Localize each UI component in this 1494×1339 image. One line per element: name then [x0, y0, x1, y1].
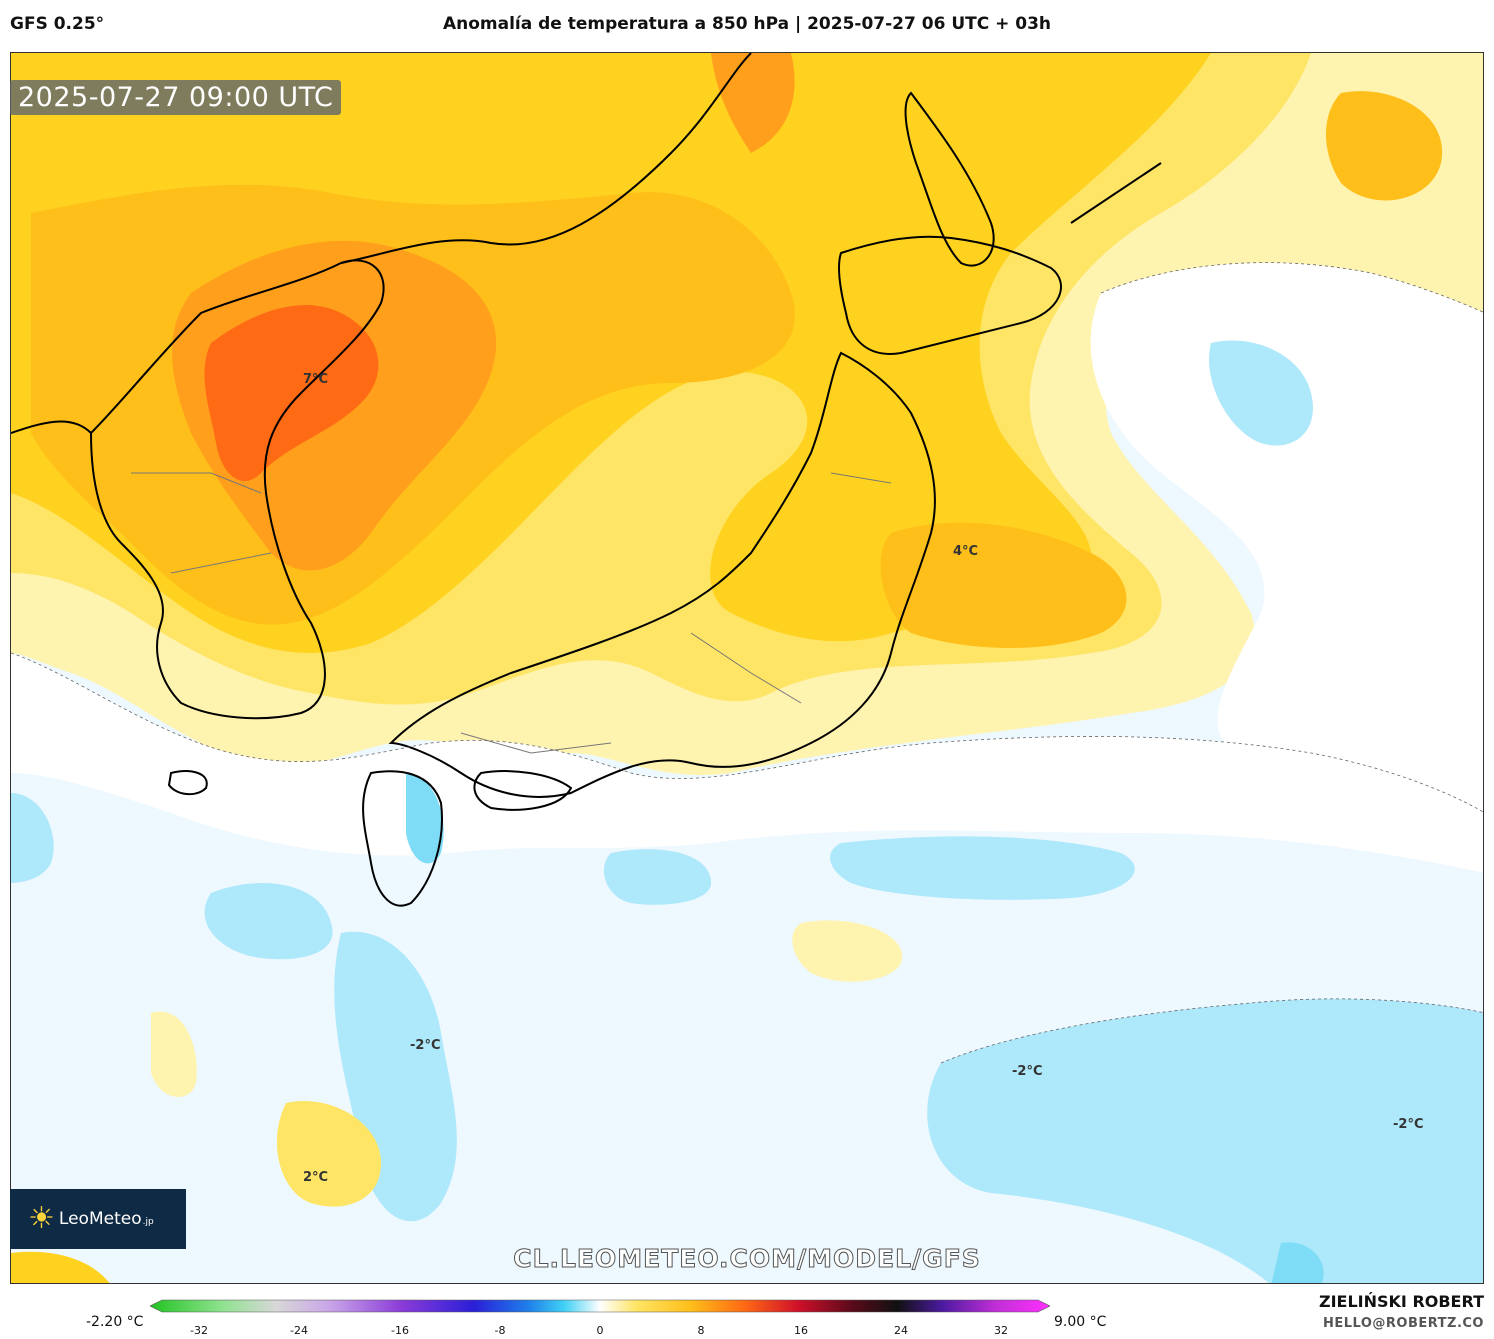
sun-icon: ☀ [28, 1201, 55, 1236]
cool-patch-deep [1271, 1242, 1324, 1283]
cool-patch-northeast [1209, 340, 1313, 446]
border-line [690, 632, 802, 704]
colorbar-tick: -8 [494, 1324, 506, 1337]
border-line [830, 472, 892, 484]
contour-zero [11, 652, 1483, 813]
cool-patch-kyushu [406, 773, 444, 864]
kyushu-coast [362, 770, 443, 907]
sakhalin-coast [904, 91, 995, 267]
cool-patch-central [830, 836, 1135, 900]
contour-label: -2°C [1393, 1117, 1424, 1132]
warm-orange-patch-pacific [880, 522, 1127, 648]
logo-suffix: .jp [142, 1217, 154, 1227]
cool-patch-mid [603, 849, 711, 905]
border-line [131, 472, 262, 494]
leometeo-logo[interactable]: ☀ LeoMeteo .jp [10, 1189, 186, 1249]
kuril-coast [1070, 162, 1162, 224]
map-title: Anomalía de temperatura a 850 hPa | 2025… [442, 14, 1052, 34]
coastlines [11, 53, 1162, 907]
warm-patch-pacific-south [792, 920, 903, 982]
colorbar-tick: -24 [290, 1324, 308, 1337]
colorbar-max-label: 9.00 °C [1054, 1314, 1107, 1330]
warm-red-zone [204, 304, 379, 482]
colorbar [150, 1299, 1050, 1313]
colorbar-tick: 0 [596, 1324, 604, 1337]
colorbar-tick: 16 [794, 1324, 808, 1337]
neutral-zone-east [1090, 262, 1483, 813]
cool-patch-southeast [927, 998, 1483, 1283]
colorbar-tick: 24 [894, 1324, 908, 1337]
hokkaido-coast [837, 235, 1062, 355]
logo-text: LeoMeteo [58, 1209, 142, 1229]
warm-patch-south [276, 1101, 381, 1207]
warm-patch-southwest [151, 1011, 197, 1097]
contour-label: 2°C [303, 1170, 329, 1185]
contour-label: -2°C [1012, 1064, 1043, 1079]
colorbar-tick: -32 [190, 1324, 208, 1337]
colorbar-fill [150, 1299, 1050, 1313]
honshu-coast [388, 351, 936, 798]
admin-borders [131, 472, 892, 754]
contour-south [940, 998, 1483, 1064]
site-watermark: CL.LEOMETEO.COM/MODEL/GFS [513, 1244, 981, 1274]
model-name: GFS 0.25° [10, 14, 105, 34]
colorbar-tick: 32 [994, 1324, 1008, 1337]
shikoku-coast [473, 770, 573, 811]
valid-time-badge: 2025-07-27 09:00 UTC [10, 80, 342, 115]
cool-patch-west [204, 883, 333, 960]
korea-coast [89, 259, 385, 720]
neutral-zone-south [11, 653, 1483, 873]
warm-patch-corner [11, 1251, 110, 1283]
contour-label: 7°C [303, 372, 329, 387]
map-canvas [11, 53, 1483, 1283]
china-coast [11, 420, 92, 434]
colorbar-min-label: -2.20 °C [86, 1314, 144, 1330]
russia-coast [340, 53, 752, 264]
contour-lines [11, 262, 1483, 1064]
contour-label: 4°C [953, 544, 979, 559]
jeju-coast [167, 770, 208, 796]
author-name: ZIELIŃSKI ROBERT [1318, 1292, 1484, 1311]
contour-label: -2°C [410, 1038, 441, 1053]
colorbar-tick: 8 [697, 1324, 705, 1337]
border-line [460, 732, 612, 754]
anomaly-map [10, 52, 1484, 1284]
border-line [170, 552, 272, 574]
author-email[interactable]: HELLO@ROBERTZ.CO [1322, 1316, 1484, 1331]
warm-orange-patch-east [1326, 91, 1443, 201]
cool-patch-far-west [11, 793, 54, 883]
colorbar-tick: -16 [391, 1324, 409, 1337]
contour-east [1100, 262, 1483, 313]
